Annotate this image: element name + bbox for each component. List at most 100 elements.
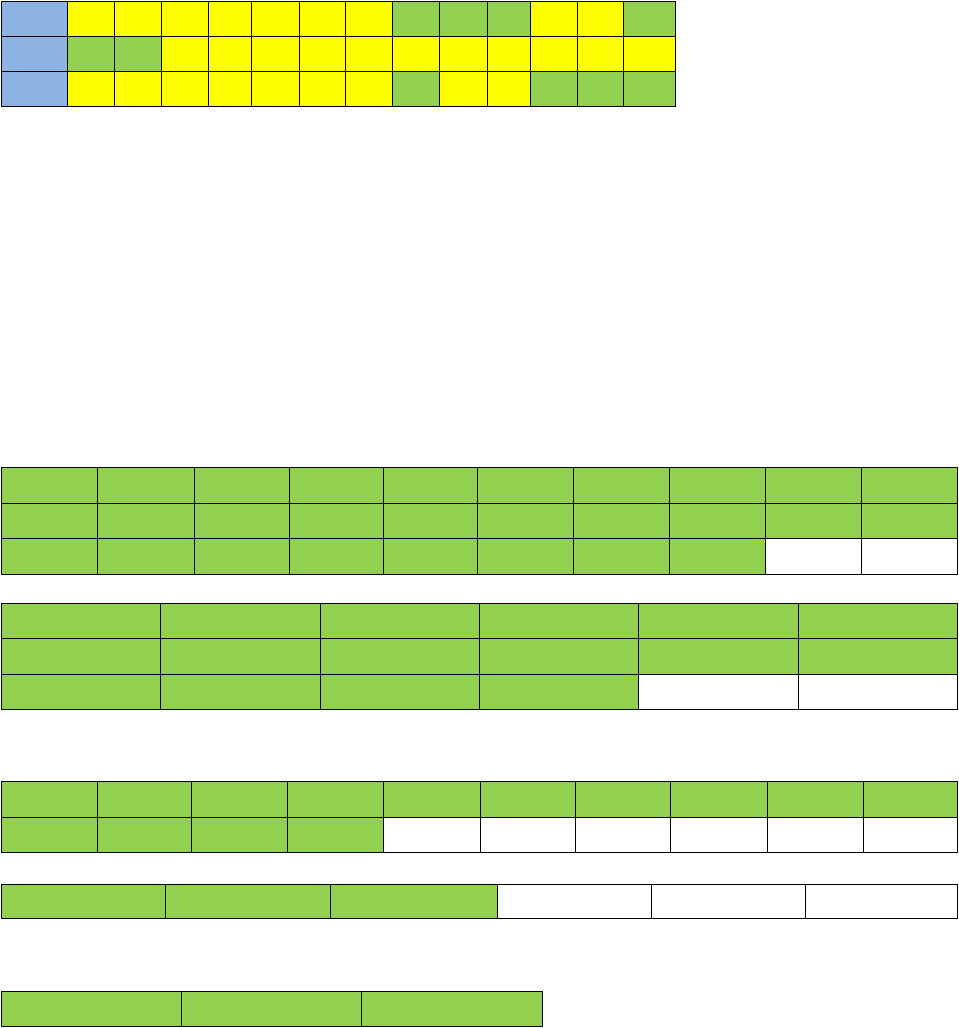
cell-green bbox=[798, 602, 958, 640]
cell-green bbox=[863, 781, 958, 818]
cell-green bbox=[480, 781, 576, 818]
table-row bbox=[1, 538, 958, 575]
cell-green bbox=[1, 884, 166, 919]
table-row bbox=[1, 71, 676, 107]
cell-yellow bbox=[67, 1, 115, 37]
cell-green bbox=[181, 991, 362, 1027]
cell-green bbox=[861, 502, 958, 540]
table-row bbox=[1, 991, 543, 1027]
cell-green bbox=[670, 781, 768, 818]
table-ten-col-two-row bbox=[1, 781, 958, 853]
cell-green bbox=[361, 991, 543, 1027]
cell-green bbox=[191, 781, 288, 818]
cell-green bbox=[765, 467, 862, 504]
cell-green bbox=[1, 467, 98, 504]
cell-yellow bbox=[530, 1, 578, 37]
cell-yellow bbox=[114, 1, 162, 37]
cell-white bbox=[638, 673, 799, 711]
cell-yellow bbox=[487, 71, 531, 107]
cell-white bbox=[863, 816, 958, 853]
cell-blue bbox=[1, 36, 68, 72]
cell-green bbox=[114, 36, 162, 72]
cell-green bbox=[289, 538, 384, 575]
cell-green bbox=[638, 602, 799, 640]
table-top-mixed bbox=[1, 1, 676, 107]
table-six-col-one-row bbox=[1, 884, 958, 919]
cell-yellow bbox=[208, 1, 252, 37]
cell-yellow bbox=[439, 36, 488, 72]
cell-green bbox=[165, 884, 331, 919]
cell-green bbox=[487, 1, 531, 37]
cell-green bbox=[320, 638, 480, 675]
cell-green bbox=[530, 71, 578, 107]
cell-green bbox=[67, 36, 115, 72]
cell-green bbox=[577, 71, 624, 107]
cell-white bbox=[765, 538, 862, 575]
cell-green bbox=[383, 467, 478, 504]
cell-green bbox=[289, 467, 384, 504]
cell-blue bbox=[1, 71, 68, 107]
cell-yellow bbox=[161, 1, 209, 37]
cell-yellow bbox=[251, 71, 300, 107]
cell-green bbox=[330, 884, 498, 919]
cell-green bbox=[392, 71, 440, 107]
cell-green bbox=[573, 467, 670, 504]
cell-green bbox=[289, 502, 384, 540]
cell-green bbox=[194, 538, 290, 575]
cell-green bbox=[477, 502, 574, 540]
table-six-col-three-row bbox=[1, 602, 958, 711]
cell-yellow bbox=[251, 36, 300, 72]
cell-yellow bbox=[299, 1, 346, 37]
cell-green bbox=[477, 538, 574, 575]
cell-green bbox=[1, 502, 98, 540]
cell-green bbox=[1, 781, 98, 818]
cell-white bbox=[575, 816, 671, 853]
cell-green bbox=[575, 781, 671, 818]
table-row bbox=[1, 638, 958, 675]
table-row bbox=[1, 1, 676, 37]
cell-green bbox=[477, 467, 574, 504]
cell-green bbox=[1, 602, 161, 640]
cell-green bbox=[669, 538, 766, 575]
cell-green bbox=[765, 502, 862, 540]
cell-yellow bbox=[439, 71, 488, 107]
cell-green bbox=[320, 602, 480, 640]
cell-green bbox=[798, 638, 958, 675]
cell-green bbox=[97, 502, 195, 540]
cell-green bbox=[479, 602, 639, 640]
table-row bbox=[1, 602, 958, 640]
cell-white bbox=[480, 816, 576, 853]
cell-yellow bbox=[577, 36, 624, 72]
cell-green bbox=[1, 538, 98, 575]
cell-yellow bbox=[487, 36, 531, 72]
cell-yellow bbox=[208, 71, 252, 107]
cell-blue bbox=[1, 1, 68, 37]
cell-green bbox=[287, 781, 384, 818]
cell-green bbox=[623, 1, 676, 37]
cell-green bbox=[392, 1, 440, 37]
cell-white bbox=[805, 884, 958, 919]
cell-yellow bbox=[345, 1, 393, 37]
cell-green bbox=[287, 816, 384, 853]
cell-yellow bbox=[623, 36, 676, 72]
cell-green bbox=[573, 538, 670, 575]
table-row bbox=[1, 36, 676, 72]
cell-green bbox=[479, 638, 639, 675]
cell-green bbox=[194, 467, 290, 504]
cell-green bbox=[439, 1, 488, 37]
cell-green bbox=[320, 673, 480, 711]
cell-green bbox=[479, 673, 639, 711]
cell-green bbox=[767, 781, 864, 818]
cell-green bbox=[97, 538, 195, 575]
cell-green bbox=[160, 638, 321, 675]
cell-white bbox=[861, 538, 958, 575]
cell-yellow bbox=[114, 71, 162, 107]
cell-green bbox=[383, 538, 478, 575]
cell-white bbox=[767, 816, 864, 853]
cell-white bbox=[798, 673, 958, 711]
cell-green bbox=[638, 638, 799, 675]
cell-green bbox=[669, 467, 766, 504]
cell-green bbox=[1, 991, 182, 1027]
table-row bbox=[1, 673, 958, 711]
